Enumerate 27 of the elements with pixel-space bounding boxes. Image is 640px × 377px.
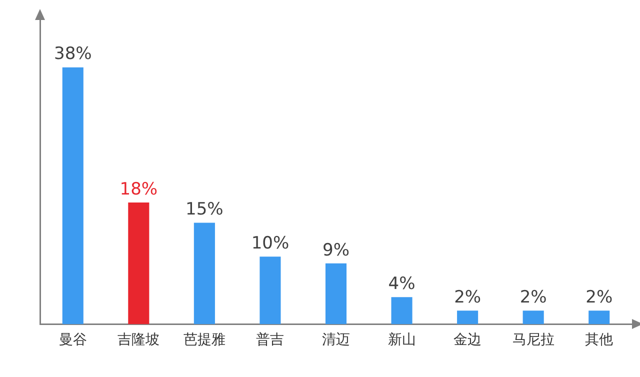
x-tick-label: 金边 <box>454 332 482 348</box>
bar <box>194 222 215 324</box>
bar <box>457 310 478 324</box>
x-tick-label: 曼谷 <box>58 332 87 348</box>
x-tick-label: 其他 <box>585 332 614 348</box>
x-tick-label: 吉隆坡 <box>118 332 160 348</box>
data-label: 2% <box>454 288 482 308</box>
data-label: 18% <box>120 179 158 200</box>
data-label: 4% <box>388 274 416 294</box>
x-tick-label: 马尼拉 <box>512 332 554 348</box>
x-tick-label: 新山 <box>388 332 416 348</box>
data-label: 2% <box>520 288 547 308</box>
x-tick-label: 清迈 <box>322 332 350 348</box>
data-label: 38% <box>54 44 92 64</box>
bar <box>325 263 347 324</box>
bar <box>522 310 544 324</box>
data-label: 10% <box>251 234 290 254</box>
bar <box>62 67 84 324</box>
bar <box>391 297 412 324</box>
data-label: 9% <box>322 240 350 260</box>
bar <box>588 310 610 324</box>
x-tick-label: 普吉 <box>256 331 284 348</box>
bar <box>128 202 150 324</box>
x-tick-label: 芭提雅 <box>183 332 226 348</box>
bar <box>260 256 281 324</box>
data-label: 15% <box>186 200 224 220</box>
data-label: 2% <box>586 288 613 308</box>
